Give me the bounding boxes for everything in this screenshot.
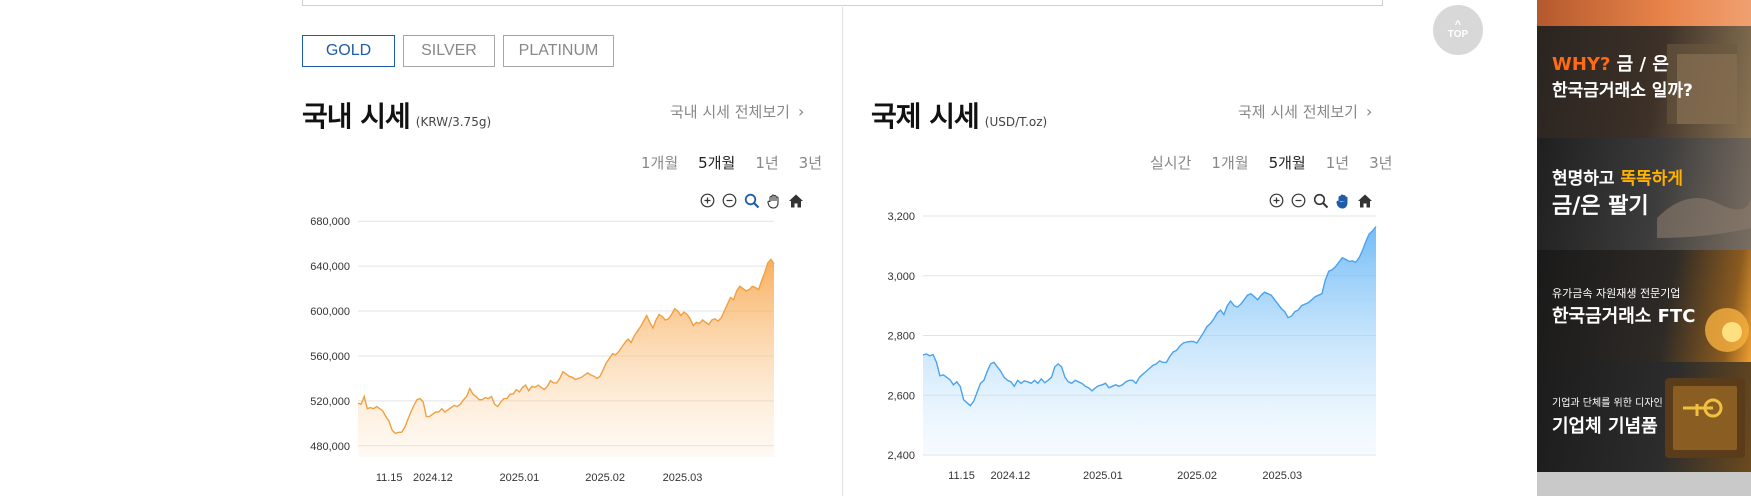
chevron-right-icon: ›	[797, 102, 805, 121]
domestic-period-tabs: 1개월 5개월 1년 3년	[641, 152, 822, 173]
magnifier-icon[interactable]	[1311, 191, 1330, 210]
domestic-period-5m[interactable]: 5개월	[698, 154, 736, 172]
series-line	[922, 226, 1377, 407]
scroll-top-button[interactable]: ^ TOP	[1433, 5, 1483, 55]
top-content-box	[302, 0, 1383, 6]
molten-metal-icon	[1705, 308, 1749, 352]
document-stack-icon	[1667, 44, 1737, 124]
scroll-top-label: TOP	[1447, 28, 1469, 40]
domestic-price-chart[interactable]: 480,000 520,000 560,000 600,000 640,000 680,0…	[302, 205, 822, 496]
intl-unit: (USD/T.oz)	[984, 115, 1048, 129]
banner-why[interactable]: WHY? 금 / 은 한국금거래소 일까?	[1537, 26, 1751, 138]
intl-period-1m[interactable]: 1개월	[1211, 154, 1249, 172]
tab-gold[interactable]: GOLD	[302, 35, 395, 67]
x-tick-label: 2024.12	[991, 470, 1031, 482]
domestic-title-group: 국내 시세 (KRW/3.75g)	[302, 95, 491, 135]
chevron-right-icon: ›	[1365, 102, 1373, 121]
zoom-in-icon[interactable]	[1267, 191, 1286, 210]
banner-gift-line1: 기업과 단체를 위한 디자인	[1552, 398, 1663, 409]
banner-ftc[interactable]: 유가금속 자원재생 전문기업 한국금거래소 FTC	[1537, 250, 1751, 362]
gold-key-plaque-icon	[1665, 378, 1745, 458]
intl-period-1y[interactable]: 1년	[1325, 154, 1350, 172]
y-tick-label: 680,000	[310, 216, 350, 228]
y-tick-label: 3,200	[887, 211, 915, 223]
x-tick-label: 2025.02	[1177, 470, 1217, 482]
side-banners: WHY? 금 / 은 한국금거래소 일까? 현명하고 똑똑하게 금/은 팔기 유…	[1537, 0, 1751, 496]
domestic-unit: (KRW/3.75g)	[415, 115, 492, 129]
x-tick-label: 2025.03	[663, 472, 703, 484]
intl-title-group: 국제 시세 (USD/T.oz)	[871, 95, 1047, 135]
intl-period-tabs: 실시간 1개월 5개월 1년 3년	[1150, 152, 1392, 173]
domestic-period-3y[interactable]: 3년	[798, 154, 822, 172]
banner-sell[interactable]: 현명하고 똑똑하게 금/은 팔기	[1537, 138, 1751, 250]
intl-chart-toolbar	[1267, 191, 1374, 210]
pan-hand-icon[interactable]	[764, 191, 783, 210]
x-tick-label: 2025.01	[500, 472, 540, 484]
y-tick-label: 2,400	[887, 450, 915, 462]
y-tick-label: 2,800	[887, 331, 915, 343]
domestic-chart-toolbar	[698, 191, 805, 210]
x-tick-label: 11.15	[948, 470, 975, 482]
domestic-title: 국내 시세	[302, 100, 411, 133]
banner-top-strip[interactable]	[1537, 0, 1751, 26]
y-tick-label: 520,000	[310, 396, 350, 408]
banner-ftc-line1: 유가금속 자원재생 전문기업	[1552, 287, 1681, 300]
banner-bottom-strip[interactable]	[1537, 472, 1751, 496]
y-tick-label: 3,000	[887, 271, 915, 283]
zoom-out-icon[interactable]	[1289, 191, 1308, 210]
banner-sell-line2: 금/은 팔기	[1552, 194, 1649, 219]
x-tick-label: 2025.02	[585, 472, 625, 484]
home-icon[interactable]	[1355, 191, 1374, 210]
banner-gift[interactable]: 기업과 단체를 위한 디자인 기업체 기념품	[1537, 362, 1751, 472]
magnifier-icon[interactable]	[742, 191, 761, 210]
series-line	[357, 258, 775, 435]
tab-platinum[interactable]: PLATINUM	[503, 35, 614, 67]
y-tick-label: 480,000	[310, 441, 350, 453]
intl-period-5m[interactable]: 5개월	[1268, 154, 1306, 172]
zoom-in-icon[interactable]	[698, 191, 717, 210]
metal-tabs: GOLD SILVER PLATINUM	[302, 35, 614, 67]
x-tick-label: 11.15	[376, 472, 403, 484]
y-tick-label: 640,000	[310, 261, 350, 273]
home-icon[interactable]	[786, 191, 805, 210]
domestic-period-1m[interactable]: 1개월	[641, 154, 679, 172]
y-tick-label: 560,000	[310, 351, 350, 363]
pan-hand-icon[interactable]	[1333, 191, 1352, 210]
handshake-icon	[1657, 198, 1751, 238]
series-area	[923, 226, 1376, 455]
banner-why-line1: WHY? 금 / 은	[1552, 54, 1669, 75]
intl-view-all-label: 국제 시세 전체보기	[1238, 103, 1358, 121]
domestic-period-1y[interactable]: 1년	[755, 154, 779, 172]
tab-silver[interactable]: SILVER	[403, 35, 495, 67]
intl-price-chart[interactable]: 2,400 2,600 2,800 3,000 3,200 11.15 2024.12 202…	[868, 205, 1388, 496]
panel-divider	[842, 7, 843, 496]
zoom-out-icon[interactable]	[720, 191, 739, 210]
banner-gift-line2: 기업체 기념품	[1552, 416, 1658, 437]
banner-sell-line1: 현명하고 똑똑하게	[1552, 169, 1684, 189]
x-tick-label: 2025.03	[1262, 470, 1302, 482]
intl-view-all-link[interactable]: 국제 시세 전체보기 ›	[1238, 101, 1372, 122]
y-tick-label: 600,000	[310, 306, 350, 318]
series-area	[358, 259, 774, 457]
y-tick-label: 2,600	[887, 390, 915, 402]
banner-why-line2: 한국금거래소 일까?	[1552, 81, 1693, 101]
x-tick-label: 2025.01	[1083, 470, 1123, 482]
banner-ftc-line2: 한국금거래소 FTC	[1552, 306, 1696, 327]
x-tick-label: 2024.12	[413, 472, 453, 484]
intl-period-3y[interactable]: 3년	[1369, 154, 1393, 172]
intl-title: 국제 시세	[871, 100, 980, 133]
domestic-view-all-link[interactable]: 국내 시세 전체보기 ›	[670, 101, 804, 122]
intl-period-realtime[interactable]: 실시간	[1150, 154, 1192, 172]
chevron-up-icon: ^	[1454, 18, 1462, 31]
domestic-view-all-label: 국내 시세 전체보기	[670, 103, 790, 121]
